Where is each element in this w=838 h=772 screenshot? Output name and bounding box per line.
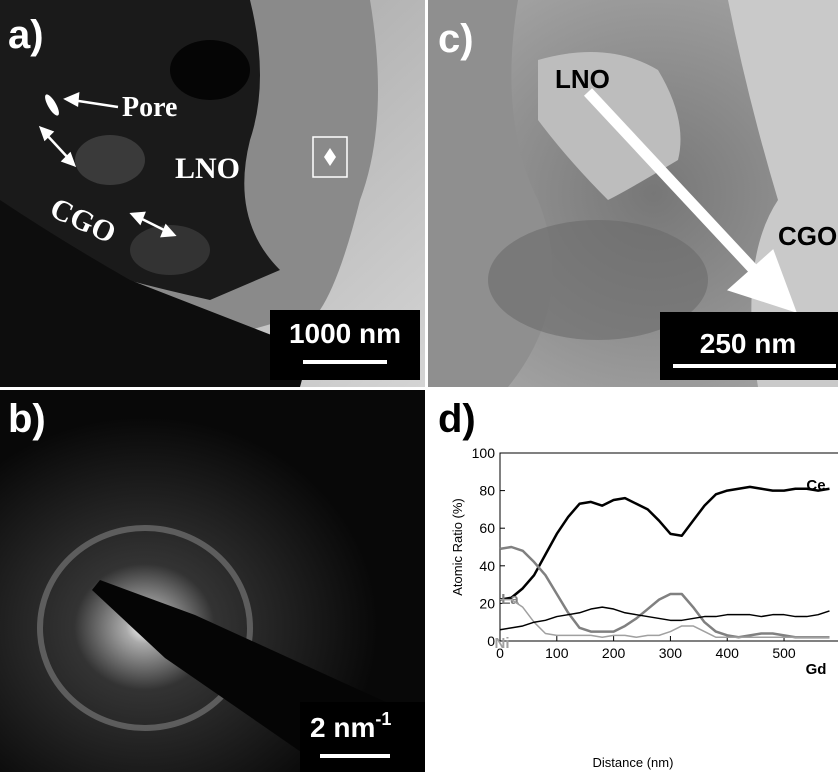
x-tick-label: 300 xyxy=(659,645,683,661)
panel-label: d) xyxy=(438,397,476,441)
series-label: Ce xyxy=(806,477,825,494)
x-tick-label: 200 xyxy=(602,645,626,661)
annotation: CGO xyxy=(778,221,837,251)
y-tick-label: 80 xyxy=(479,483,495,499)
panel-label: b) xyxy=(8,397,46,441)
panel-label: c) xyxy=(438,17,474,61)
y-axis-label: Atomic Ratio (%) xyxy=(450,498,465,596)
scale-bar-label: 1000 nm xyxy=(289,318,401,349)
x-tick-label: 400 xyxy=(716,645,740,661)
series-line xyxy=(500,607,829,630)
panel-a: a) Pore LNO CGO 1000 nm xyxy=(0,0,425,387)
annotation: Pore xyxy=(122,92,177,123)
y-tick-label: 60 xyxy=(479,520,495,536)
series-label: Gd xyxy=(806,661,827,678)
panel-label: a) xyxy=(8,13,44,57)
y-tick-label: 20 xyxy=(479,595,495,611)
particle xyxy=(170,40,250,100)
annotation: LNO xyxy=(175,152,240,185)
x-tick-label: 500 xyxy=(772,645,796,661)
scale-bar-label: 250 nm xyxy=(700,328,797,359)
figure: a) Pore LNO CGO 1000 nm c) LNO CGO 250 n… xyxy=(0,0,838,772)
y-tick-label: 40 xyxy=(479,558,495,574)
panel-c: c) LNO CGO 250 nm xyxy=(428,0,838,387)
annotation: LNO xyxy=(555,64,610,94)
series-line xyxy=(500,547,829,637)
x-tick-label: 100 xyxy=(545,645,569,661)
scale-bar-exponent: -1 xyxy=(375,709,391,729)
particle xyxy=(75,135,145,185)
series-label: Ni xyxy=(495,635,510,652)
y-tick-label: 100 xyxy=(472,445,496,461)
x-axis-label: Distance (nm) xyxy=(593,755,674,770)
scale-bar-text: 2 nm xyxy=(310,712,375,743)
panel-d: d) Distance (nm) Atomic Ratio (%) 020406… xyxy=(428,390,838,772)
panel-b: b) 2 nm-1 xyxy=(0,390,425,772)
